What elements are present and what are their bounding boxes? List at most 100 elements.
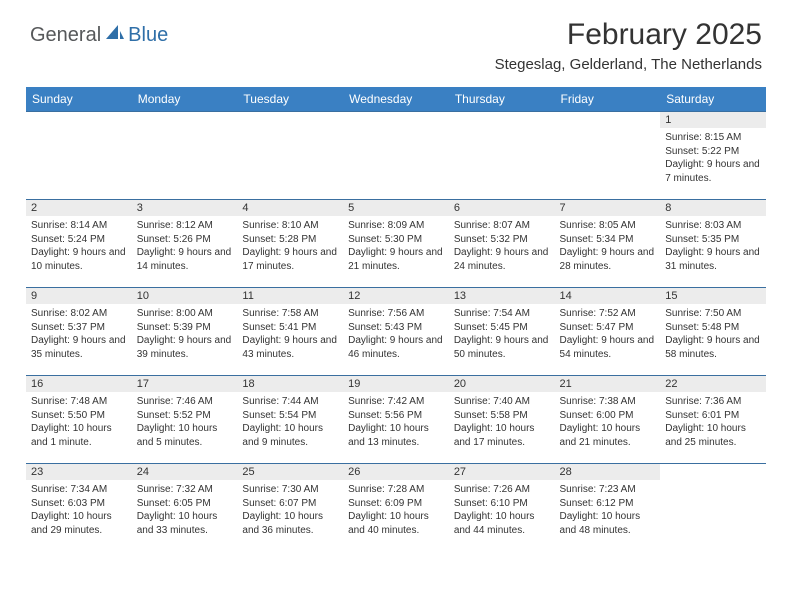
day-body: Sunrise: 7:23 AMSunset: 6:12 PMDaylight:… bbox=[555, 480, 661, 540]
daylight-line-label: Daylight: bbox=[560, 511, 599, 522]
day-number: 9 bbox=[26, 288, 132, 304]
sunset-line-label: Sunset: bbox=[665, 234, 699, 245]
sunset-line: Sunset: 5:58 PM bbox=[454, 409, 550, 423]
daylight-line: Daylight: 9 hours and 54 minutes. bbox=[560, 334, 656, 361]
day-body: Sunrise: 8:14 AMSunset: 5:24 PMDaylight:… bbox=[26, 216, 132, 276]
sunset-line-label: Sunset: bbox=[560, 234, 594, 245]
sunrise-line-value: 7:52 AM bbox=[599, 308, 636, 319]
title-block: February 2025 Stegeslag, Gelderland, The… bbox=[495, 18, 762, 73]
sunset-line: Sunset: 5:50 PM bbox=[31, 409, 127, 423]
day-body: Sunrise: 8:03 AMSunset: 5:35 PMDaylight:… bbox=[660, 216, 766, 276]
logo: General Blue bbox=[30, 24, 168, 47]
sunrise-line: Sunrise: 8:09 AM bbox=[348, 219, 444, 233]
sunrise-line-label: Sunrise: bbox=[31, 484, 68, 495]
sunset-line: Sunset: 5:24 PM bbox=[31, 233, 127, 247]
sunset-line: Sunset: 5:56 PM bbox=[348, 409, 444, 423]
day-body: Sunrise: 7:52 AMSunset: 5:47 PMDaylight:… bbox=[555, 304, 661, 364]
daylight-line: Daylight: 10 hours and 33 minutes. bbox=[137, 510, 233, 537]
sunrise-line-label: Sunrise: bbox=[665, 396, 702, 407]
sunrise-line-value: 8:15 AM bbox=[705, 132, 742, 143]
sunset-line-label: Sunset: bbox=[665, 322, 699, 333]
sunrise-line: Sunrise: 7:54 AM bbox=[454, 307, 550, 321]
daylight-line: Daylight: 10 hours and 48 minutes. bbox=[560, 510, 656, 537]
calendar-cell-empty bbox=[343, 112, 449, 200]
sunrise-line: Sunrise: 8:05 AM bbox=[560, 219, 656, 233]
calendar-row: 9Sunrise: 8:02 AMSunset: 5:37 PMDaylight… bbox=[26, 288, 766, 376]
calendar-cell: 24Sunrise: 7:32 AMSunset: 6:05 PMDayligh… bbox=[132, 464, 238, 552]
daylight-line: Daylight: 9 hours and 35 minutes. bbox=[31, 334, 127, 361]
sunset-line-label: Sunset: bbox=[454, 410, 488, 421]
day-number: 17 bbox=[132, 376, 238, 392]
calendar-cell: 23Sunrise: 7:34 AMSunset: 6:03 PMDayligh… bbox=[26, 464, 132, 552]
sunrise-line: Sunrise: 7:40 AM bbox=[454, 395, 550, 409]
sunset-line-value: 5:58 PM bbox=[491, 410, 528, 421]
sunrise-line-label: Sunrise: bbox=[31, 308, 68, 319]
day-body: Sunrise: 8:02 AMSunset: 5:37 PMDaylight:… bbox=[26, 304, 132, 364]
day-body: Sunrise: 7:30 AMSunset: 6:07 PMDaylight:… bbox=[237, 480, 343, 540]
daylight-line-label: Daylight: bbox=[454, 335, 493, 346]
sunset-line-value: 5:54 PM bbox=[279, 410, 316, 421]
daylight-line: Daylight: 9 hours and 28 minutes. bbox=[560, 246, 656, 273]
daylight-line-label: Daylight: bbox=[454, 247, 493, 258]
sunrise-line-value: 8:12 AM bbox=[176, 220, 213, 231]
day-number: 10 bbox=[132, 288, 238, 304]
sunset-line: Sunset: 5:22 PM bbox=[665, 145, 761, 159]
sunset-line-label: Sunset: bbox=[560, 410, 594, 421]
sunrise-line: Sunrise: 7:56 AM bbox=[348, 307, 444, 321]
sunrise-line: Sunrise: 7:48 AM bbox=[31, 395, 127, 409]
calendar-cell: 25Sunrise: 7:30 AMSunset: 6:07 PMDayligh… bbox=[237, 464, 343, 552]
sunset-line-label: Sunset: bbox=[242, 322, 276, 333]
day-body: Sunrise: 7:32 AMSunset: 6:05 PMDaylight:… bbox=[132, 480, 238, 540]
logo-text-blue: Blue bbox=[128, 24, 168, 47]
sunrise-line: Sunrise: 8:10 AM bbox=[242, 219, 338, 233]
sunset-line-value: 6:09 PM bbox=[385, 498, 422, 509]
sunset-line-label: Sunset: bbox=[242, 498, 276, 509]
day-body: Sunrise: 7:56 AMSunset: 5:43 PMDaylight:… bbox=[343, 304, 449, 364]
sunset-line: Sunset: 5:39 PM bbox=[137, 321, 233, 335]
sunset-line-value: 5:22 PM bbox=[702, 146, 739, 157]
sunset-line-label: Sunset: bbox=[31, 234, 65, 245]
calendar-cell: 13Sunrise: 7:54 AMSunset: 5:45 PMDayligh… bbox=[449, 288, 555, 376]
calendar-cell: 3Sunrise: 8:12 AMSunset: 5:26 PMDaylight… bbox=[132, 200, 238, 288]
sunrise-line-label: Sunrise: bbox=[560, 220, 597, 231]
daylight-line: Daylight: 9 hours and 43 minutes. bbox=[242, 334, 338, 361]
sunset-line-value: 6:05 PM bbox=[173, 498, 210, 509]
daylight-line-label: Daylight: bbox=[348, 247, 387, 258]
sunset-line-label: Sunset: bbox=[348, 234, 382, 245]
sunset-line-value: 6:01 PM bbox=[702, 410, 739, 421]
daylight-line: Daylight: 9 hours and 17 minutes. bbox=[242, 246, 338, 273]
sunrise-line-value: 7:38 AM bbox=[599, 396, 636, 407]
sunset-line-label: Sunset: bbox=[454, 234, 488, 245]
sunrise-line-value: 7:34 AM bbox=[70, 484, 107, 495]
month-title: February 2025 bbox=[495, 18, 762, 52]
daylight-line-label: Daylight: bbox=[348, 423, 387, 434]
sunrise-line-value: 7:30 AM bbox=[282, 484, 319, 495]
sunset-line-label: Sunset: bbox=[560, 498, 594, 509]
daylight-line: Daylight: 10 hours and 5 minutes. bbox=[137, 422, 233, 449]
daylight-line-label: Daylight: bbox=[348, 335, 387, 346]
sunrise-line-value: 7:36 AM bbox=[705, 396, 742, 407]
calendar-cell: 27Sunrise: 7:26 AMSunset: 6:10 PMDayligh… bbox=[449, 464, 555, 552]
daylight-line-label: Daylight: bbox=[560, 335, 599, 346]
sunset-line-value: 5:26 PM bbox=[173, 234, 210, 245]
weekday-header: Wednesday bbox=[343, 87, 449, 112]
day-number: 8 bbox=[660, 200, 766, 216]
calendar-cell: 7Sunrise: 8:05 AMSunset: 5:34 PMDaylight… bbox=[555, 200, 661, 288]
day-body: Sunrise: 7:46 AMSunset: 5:52 PMDaylight:… bbox=[132, 392, 238, 452]
sunrise-line: Sunrise: 7:42 AM bbox=[348, 395, 444, 409]
page-header: General Blue February 2025 Stegeslag, Ge… bbox=[0, 0, 792, 81]
sunrise-line: Sunrise: 7:52 AM bbox=[560, 307, 656, 321]
sunset-line-value: 5:50 PM bbox=[68, 410, 105, 421]
sunrise-line-label: Sunrise: bbox=[454, 484, 491, 495]
calendar-cell: 9Sunrise: 8:02 AMSunset: 5:37 PMDaylight… bbox=[26, 288, 132, 376]
calendar-cell: 2Sunrise: 8:14 AMSunset: 5:24 PMDaylight… bbox=[26, 200, 132, 288]
daylight-line-label: Daylight: bbox=[31, 335, 70, 346]
sunset-line: Sunset: 5:37 PM bbox=[31, 321, 127, 335]
day-body: Sunrise: 8:15 AMSunset: 5:22 PMDaylight:… bbox=[660, 128, 766, 188]
sunset-line-label: Sunset: bbox=[137, 234, 171, 245]
day-number: 21 bbox=[555, 376, 661, 392]
sunrise-line-value: 8:00 AM bbox=[176, 308, 213, 319]
sunset-line-value: 5:39 PM bbox=[173, 322, 210, 333]
day-number: 12 bbox=[343, 288, 449, 304]
calendar-cell: 19Sunrise: 7:42 AMSunset: 5:56 PMDayligh… bbox=[343, 376, 449, 464]
